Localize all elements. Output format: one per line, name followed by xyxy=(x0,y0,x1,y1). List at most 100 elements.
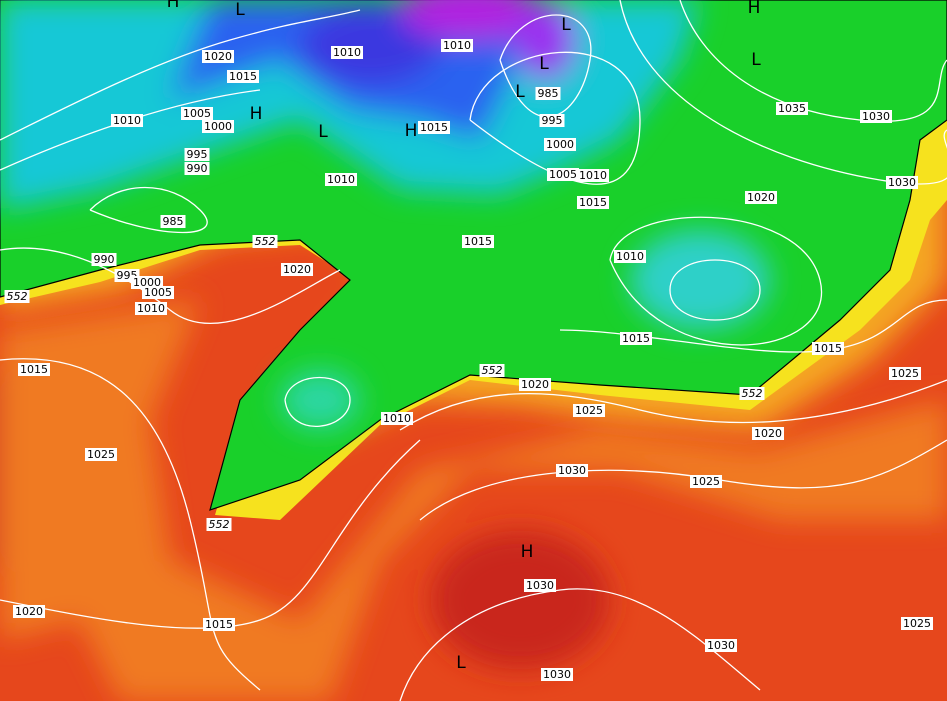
isobar-label-box xyxy=(135,302,167,315)
isobar-label: 1015 xyxy=(814,342,842,355)
isobar-label: 995 xyxy=(542,114,563,127)
isobar-label-box xyxy=(544,138,576,151)
isobar-label-box xyxy=(85,448,117,461)
isobar-label: 1005 xyxy=(183,107,211,120)
isobar-label-box xyxy=(160,215,186,228)
isobar-label-box xyxy=(886,176,918,189)
isobar-label-box xyxy=(202,50,234,63)
isobar-label-box xyxy=(202,120,234,133)
thickness-label: 552 xyxy=(255,235,276,248)
isobar-label-box xyxy=(752,427,784,440)
pressure-center: H xyxy=(748,0,761,18)
thickness-label-box xyxy=(739,387,765,400)
isobar-label: 1030 xyxy=(707,639,735,652)
isobar-label: 1025 xyxy=(87,448,115,461)
isobar-label-box xyxy=(535,87,561,100)
isobar-label-box xyxy=(13,605,45,618)
isobar-label: 1010 xyxy=(137,302,165,315)
isobar-label: 1000 xyxy=(204,120,232,133)
isobar-label: 1015 xyxy=(579,196,607,209)
isobar-label: 1010 xyxy=(333,46,361,59)
isobar-label: 1015 xyxy=(420,121,448,134)
isobar-label-box xyxy=(184,162,210,175)
isobar-label-box xyxy=(745,191,777,204)
isobar-label-box xyxy=(860,110,892,123)
isobar-label: 1010 xyxy=(616,250,644,263)
pressure-center: L xyxy=(235,0,245,20)
isobar-label: 1030 xyxy=(543,668,571,681)
thickness-label-box xyxy=(252,235,278,248)
isobar-label: 1005 xyxy=(144,286,172,299)
isobar-label-box xyxy=(776,102,808,115)
isobar-label-box xyxy=(524,579,556,592)
isobar-label: 1035 xyxy=(778,102,806,115)
isobar-label-box xyxy=(573,404,605,417)
isobar-label: 1020 xyxy=(521,378,549,391)
thickness-label: 552 xyxy=(7,290,28,303)
isobar-label: 1025 xyxy=(891,367,919,380)
thickness-label: 552 xyxy=(209,518,230,531)
isobar-label-box xyxy=(181,107,213,120)
isobar-label-box xyxy=(325,173,357,186)
isobar-label-box xyxy=(227,70,259,83)
isobar-label-box xyxy=(901,617,933,630)
isobar-label-box xyxy=(18,363,50,376)
isobar-label-box xyxy=(281,263,313,276)
pressure-center: L xyxy=(561,15,571,35)
pressure-center: H xyxy=(405,121,418,141)
thickness-label-box xyxy=(206,518,232,531)
thickness-label: 552 xyxy=(742,387,763,400)
pressure-center: L xyxy=(515,82,525,102)
isobar-label: 1005 xyxy=(549,168,577,181)
isobar-label: 1010 xyxy=(113,114,141,127)
pressure-center: L xyxy=(539,54,549,74)
isobar-label: 1025 xyxy=(575,404,603,417)
pressure-center: L xyxy=(318,122,328,142)
isobar-label-box xyxy=(614,250,646,263)
isobar-label: 1025 xyxy=(903,617,931,630)
isobar-label-box xyxy=(577,169,609,182)
thickness-label-box xyxy=(479,364,505,377)
isobar-label-box xyxy=(203,618,235,631)
isobar-label-box xyxy=(547,168,579,181)
isobar-label-box xyxy=(519,378,551,391)
isobar-label-box xyxy=(556,464,588,477)
isobar-label: 1020 xyxy=(754,427,782,440)
thickness-label: 552 xyxy=(482,364,503,377)
pressure-center: L xyxy=(456,653,466,673)
isobar-label: 1010 xyxy=(579,169,607,182)
isobar-label: 1015 xyxy=(622,332,650,345)
isobar-label: 985 xyxy=(163,215,184,228)
isobar-label: 1030 xyxy=(862,110,890,123)
isobar-label-box xyxy=(539,114,565,127)
pressure-center: L xyxy=(751,50,761,70)
isobar-label-box xyxy=(331,46,363,59)
pressure-center: H xyxy=(167,0,180,12)
labels: 1020101510101005100099599098599099510001… xyxy=(4,0,933,681)
isobar-label-box xyxy=(620,332,652,345)
isobar-label-box xyxy=(889,367,921,380)
isobar-label: 985 xyxy=(538,87,559,100)
isobar-label: 990 xyxy=(94,253,115,266)
isobar-label-box xyxy=(418,121,450,134)
pressure-center: H xyxy=(521,542,534,562)
isobar-label: 1020 xyxy=(747,191,775,204)
isobar-label: 1010 xyxy=(383,412,411,425)
isobar-label: 1020 xyxy=(204,50,232,63)
isobar-label: 1015 xyxy=(464,235,492,248)
isobar-label-box xyxy=(142,286,174,299)
isobar-label-box xyxy=(577,196,609,209)
isobar-label-box xyxy=(441,39,473,52)
isobar-label: 1030 xyxy=(558,464,586,477)
isobar-label-box xyxy=(462,235,494,248)
isobar-label-box xyxy=(690,475,722,488)
isobar-label: 1030 xyxy=(888,176,916,189)
isobar-label-box xyxy=(812,342,844,355)
isobar-label: 990 xyxy=(187,162,208,175)
isobar-label-box xyxy=(111,114,143,127)
isobar-label: 1015 xyxy=(20,363,48,376)
isobar-label-box xyxy=(184,148,210,161)
isobar-label: 1020 xyxy=(283,263,311,276)
pressure-center: H xyxy=(250,104,263,124)
